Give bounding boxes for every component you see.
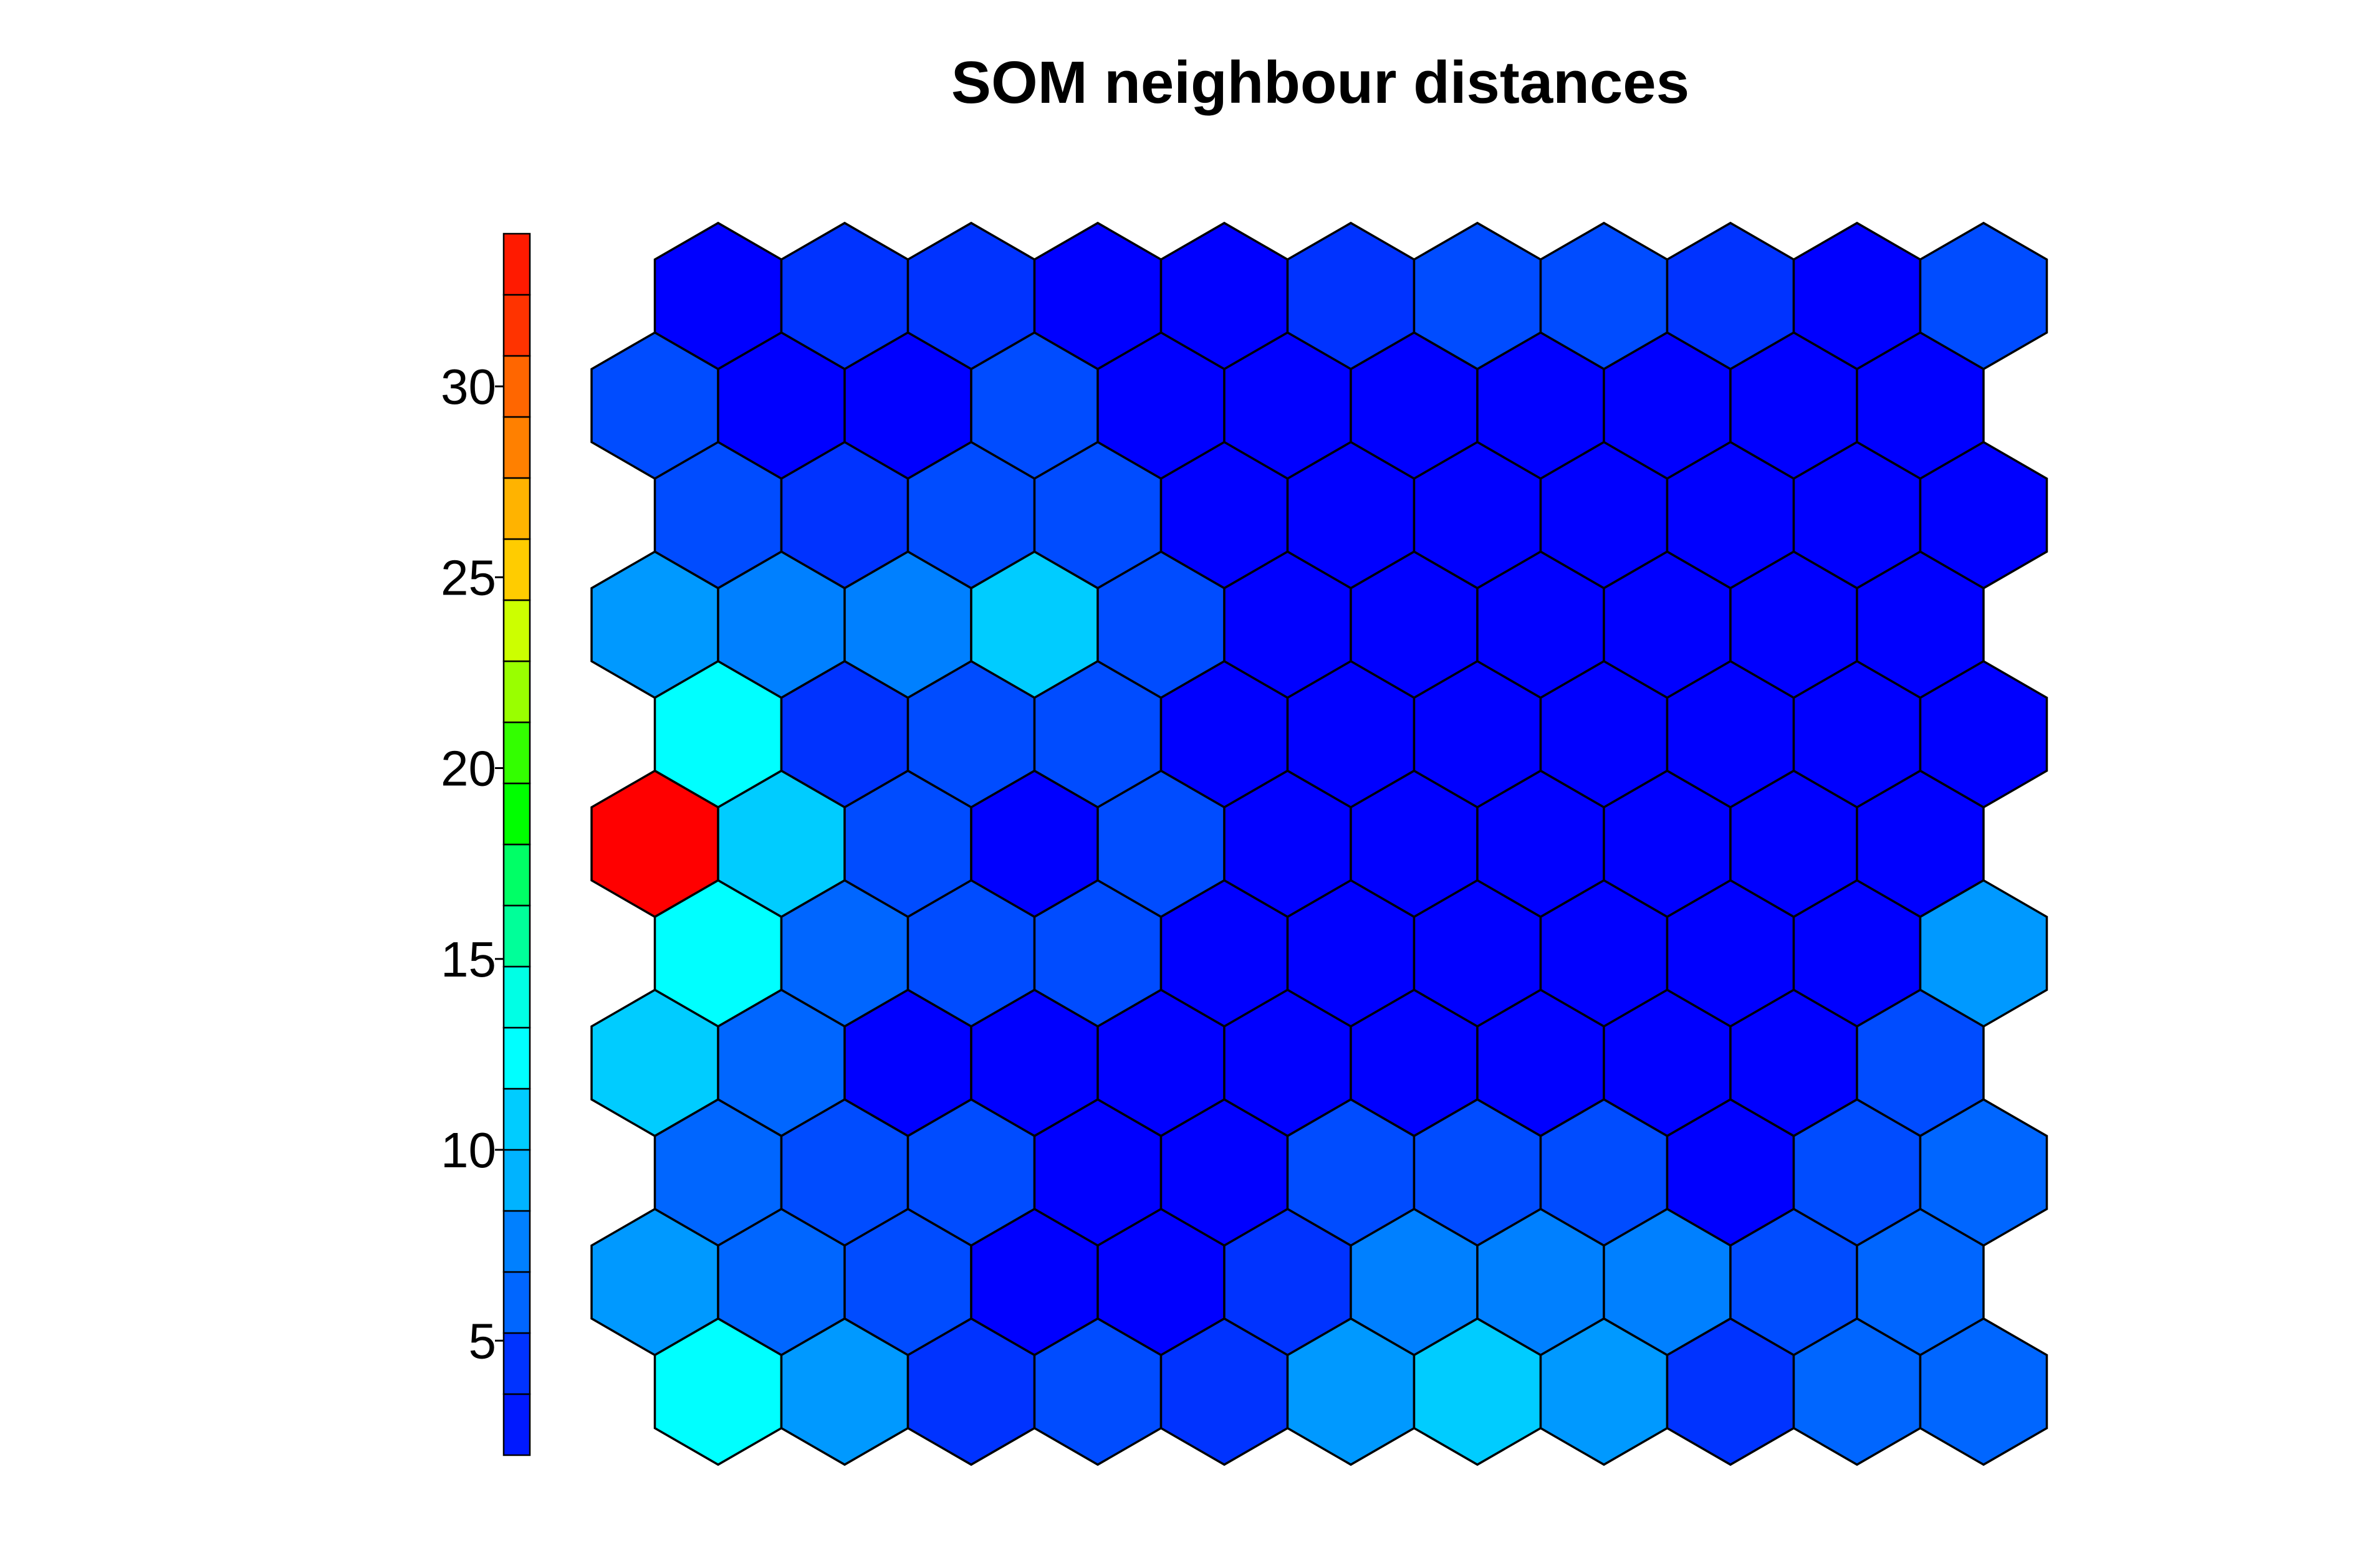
colorbar-segment [502,538,531,601]
chart-title: SOM neighbour distances [951,49,1689,116]
colorbar-segment [502,721,531,785]
colorbar-tick-label: 30 [441,359,496,414]
colorbar-segment [502,599,531,662]
hex-grid [590,221,2048,1466]
colorbar-segment [502,1210,531,1273]
colorbar-segment [502,232,531,296]
colorbar-segment [502,1332,531,1395]
colorbar-ticks: 5 10 15 20 25 30 [441,359,496,1369]
colorbar-segment [502,843,531,907]
colorbar-segment [502,355,531,418]
colorbar-segment [502,1026,531,1090]
colorbar [495,232,531,1456]
colorbar-segment [502,1393,531,1456]
colorbar-segment [502,294,531,357]
colorbar-segment [502,477,531,540]
colorbar-tick-label: 15 [441,932,496,987]
colorbar-segment [502,1271,531,1334]
colorbar-segment [502,416,531,479]
colorbar-tick-label: 10 [441,1122,496,1178]
colorbar-tick-label: 25 [441,550,496,605]
colorbar-tick-label: 20 [441,741,496,796]
colorbar-segment [502,660,531,724]
colorbar-segment [502,1087,531,1151]
colorbar-segment [502,1149,531,1212]
colorbar-segment [502,782,531,846]
colorbar-segment [502,965,531,1029]
colorbar-segment [502,904,531,968]
hex-cell [1919,1317,2048,1466]
colorbar-tick-label: 5 [469,1313,497,1369]
